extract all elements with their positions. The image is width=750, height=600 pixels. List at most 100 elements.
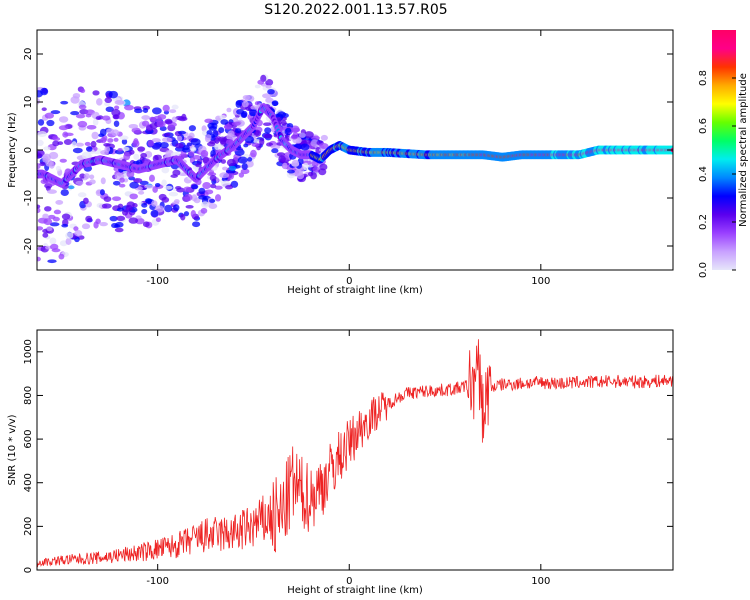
snr-x-ticks: -100 0 100: [146, 330, 550, 587]
heatmap-cell: [53, 209, 62, 215]
heatmap-cell: [262, 93, 272, 99]
heatmap-cell: [286, 169, 295, 174]
heatmap-cell: [112, 180, 121, 186]
heatmap-cell: [165, 132, 171, 137]
heatmap-cell: [202, 182, 211, 190]
heatmap-cell: [271, 100, 279, 107]
heatmap-cell: [304, 131, 314, 139]
heatmap-cell: [57, 141, 64, 146]
snr-y-axis-label: SNR (10 * v/v): [7, 414, 18, 485]
heatmap-cell: [51, 248, 61, 253]
heatmap-cell: [108, 90, 119, 99]
heatmap-cell: [70, 96, 80, 104]
snr-y-tick-label: 1000: [23, 339, 34, 364]
heatmap-cell: [291, 159, 300, 167]
colorbar-label: Normalized spectral amplitude: [738, 73, 749, 227]
heatmap-cell: [209, 175, 217, 182]
heatmap-cell: [219, 114, 226, 119]
heatmap-cell: [161, 179, 167, 187]
heatmap-cell: [139, 180, 149, 186]
heatmap-cell: [89, 174, 95, 180]
snr-x-tick-label: -100: [146, 576, 169, 587]
heatmap-cell: [227, 130, 235, 138]
heatmap-cell: [220, 159, 226, 164]
heatmap-cell: [142, 221, 150, 228]
heatmap-cell: [171, 116, 177, 123]
heatmap-cell: [149, 116, 156, 122]
heatmap-cell: [114, 224, 120, 229]
heatmap-cell: [129, 149, 135, 155]
heatmap-cell: [310, 135, 320, 141]
heatmap-cell: [124, 104, 134, 111]
heatmap-cell: [265, 79, 274, 86]
heatmap-cell: [226, 107, 232, 113]
heatmap-cell: [214, 144, 224, 151]
heatmap-cell: [171, 104, 179, 110]
heatmap-cell: [134, 108, 143, 114]
heatmap-cell: [183, 186, 192, 193]
heatmap-cell: [226, 158, 236, 167]
heatmap-cell: [75, 114, 86, 119]
snr-y-tick-label: 800: [23, 386, 34, 405]
heatmap-cell: [117, 148, 123, 152]
heatmap-cell: [37, 139, 44, 147]
snr-series-line: [37, 339, 673, 568]
heatmap-cell: [190, 138, 201, 146]
heatmap-cell: [172, 169, 181, 176]
heatmap-cell: [161, 166, 170, 174]
heatmap-cell: [100, 177, 106, 185]
heatmap-cell: [52, 140, 60, 147]
heatmap-cell: [100, 137, 107, 144]
heatmap-cell: [122, 146, 130, 152]
heatmap-cell: [44, 112, 55, 119]
heatmap-cell: [176, 135, 183, 142]
spectrogram-x-tick-label: 0: [346, 276, 352, 287]
heatmap-cell: [109, 215, 118, 222]
heatmap-cell: [250, 149, 257, 158]
heatmap-cell: [152, 186, 158, 193]
heatmap-cell: [198, 195, 207, 200]
heatmap-cell: [123, 153, 131, 161]
heatmap-cell: [91, 131, 99, 140]
spectrogram-y-tick-label: 10: [23, 96, 34, 109]
heatmap-cell: [99, 221, 108, 227]
spectrogram-x-tick-label: 100: [531, 276, 550, 287]
heatmap-cell: [75, 180, 84, 185]
heatmap-cell: [241, 100, 249, 108]
heatmap-cell: [46, 226, 53, 232]
heatmap-cell: [141, 115, 151, 120]
heatmap-cell: [212, 129, 219, 138]
heatmap-cell: [155, 217, 161, 223]
heatmap-cell: [113, 120, 120, 127]
spectrogram-y-axis-label: Frequency (Hz): [7, 112, 18, 188]
heatmap-cell: [137, 146, 146, 152]
spectrogram-x-axis-label: Height of straight line (km): [287, 285, 423, 296]
heatmap-cell: [65, 237, 72, 245]
heatmap-cell: [85, 215, 93, 223]
heatmap-cell: [320, 134, 328, 141]
heatmap-cell: [81, 151, 92, 160]
heatmap-cell: [182, 145, 190, 151]
heatmap-cell: [282, 162, 288, 170]
heatmap-cell: [71, 141, 77, 148]
heatmap-cell: [107, 138, 114, 143]
heatmap-cell: [86, 124, 97, 130]
heatmap-cell: [61, 213, 71, 220]
heatmap-cell: [149, 174, 155, 182]
heatmap-cell: [77, 192, 87, 198]
heatmap-cell: [142, 107, 149, 114]
heatmap-cell: [141, 120, 150, 127]
heatmap-cell: [44, 206, 52, 212]
heatmap-cell: [119, 135, 129, 141]
heatmap-cell: [267, 88, 275, 95]
heatmap-cell: [92, 118, 99, 126]
heatmap-marks: [37, 74, 673, 264]
heatmap-cell: [248, 109, 258, 117]
heatmap-cell: [70, 110, 80, 116]
heatmap-cell: [222, 166, 228, 171]
heatmap-cell: [138, 190, 145, 195]
heatmap-cell: [39, 161, 46, 167]
heatmap-cell: [113, 137, 119, 142]
heatmap-cell: [92, 90, 100, 96]
